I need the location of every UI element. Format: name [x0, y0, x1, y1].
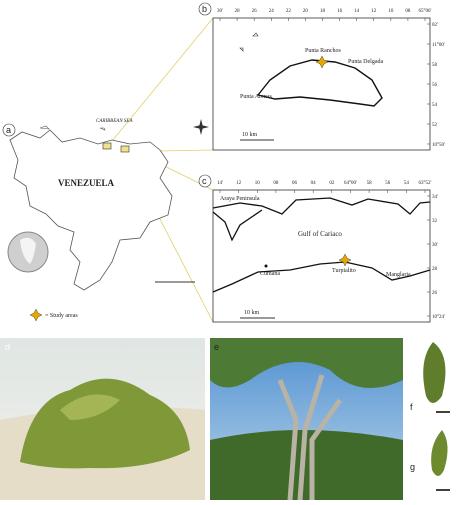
connector — [107, 17, 214, 147]
study-box — [120, 145, 130, 153]
place: Punta Delgada — [348, 59, 383, 65]
place: Araya Peninsula — [220, 196, 260, 202]
top-tick-label: 56 — [385, 181, 391, 186]
shrub-light — [60, 394, 120, 420]
map-c-frame — [212, 189, 431, 323]
place: Manglaria — [386, 272, 411, 278]
top-tick-label: 12 — [371, 9, 377, 14]
right-tick-label: 26 — [432, 291, 438, 296]
top-tick-label: 65°06' — [419, 9, 432, 14]
coast-north — [212, 197, 431, 215]
legend-star — [29, 308, 43, 322]
top-tick-label: 16 — [337, 9, 343, 14]
top-tick-label: 04 — [311, 181, 317, 186]
place: Cumaná — [260, 271, 280, 277]
top-tick-label: 20 — [303, 9, 309, 14]
panel-label: a — [6, 125, 11, 135]
right-tick-label: 58 — [432, 63, 438, 68]
right-tick-label: 11°00' — [432, 43, 445, 48]
right-tick-label: 28 — [432, 267, 438, 272]
island-b — [256, 59, 383, 107]
right-tick-label: 10°24' — [432, 315, 445, 320]
right-tick-label: 52 — [432, 123, 438, 128]
leaf-g — [431, 430, 448, 476]
legend-label: = Study areas — [45, 313, 78, 319]
trunks — [277, 374, 343, 501]
top-tick-label: 28 — [235, 9, 241, 14]
place: Punta Arenas — [240, 94, 272, 100]
top-tick-label: 10 — [255, 181, 261, 186]
panel-label: g — [410, 462, 415, 472]
top-tick-label: 08 — [405, 9, 411, 14]
label-circle — [2, 123, 16, 137]
panel-label: f — [410, 402, 413, 412]
top-tick-label: 18 — [320, 9, 326, 14]
top-tick-label: 12 — [236, 181, 242, 186]
top-tick-label: 26 — [252, 9, 258, 14]
top-tick-label: 63°52' — [419, 181, 432, 186]
star — [315, 55, 329, 69]
map-b-frame — [212, 17, 431, 151]
coast-south — [212, 261, 431, 293]
panel-label: e — [214, 342, 219, 352]
top-tick-label: 08 — [273, 181, 279, 186]
sea-label: CARIBBEAN SEA — [96, 119, 133, 124]
venezuela-outline — [9, 129, 173, 291]
top-tick-label: 64°00' — [344, 181, 357, 186]
country-label: VENEZUELA — [58, 178, 115, 188]
islets — [239, 32, 259, 52]
top-tick-label: 30' — [217, 9, 223, 14]
top-tick-label: 14 — [354, 9, 360, 14]
top-tick-label: 22 — [286, 9, 292, 14]
right-tick-label: 54 — [432, 103, 438, 108]
right-tick-label: 56 — [432, 83, 438, 88]
label-circle — [198, 2, 212, 16]
place: Gulf of Cariaco — [298, 230, 342, 238]
undergrowth — [210, 430, 403, 500]
place: Punta Ranchos — [305, 48, 341, 54]
study-box — [102, 142, 112, 150]
leaf-f — [423, 342, 446, 403]
city-dot — [264, 264, 268, 268]
right-tick-label: 02' — [432, 23, 438, 28]
label-circle — [198, 174, 212, 188]
panel-labels: a b c d e f g — [2, 2, 415, 472]
scale-label: 10 km — [244, 310, 260, 316]
panel-label: d — [5, 342, 10, 352]
top-tick-label: 54 — [404, 181, 410, 186]
globe-land — [20, 237, 36, 264]
right-tick-label: 10°50' — [432, 143, 445, 148]
top-tick-label: 10 — [388, 9, 394, 14]
shrub — [20, 378, 190, 469]
coast-peninsula — [212, 209, 263, 242]
islands — [39, 125, 106, 131]
top-tick-label: 02 — [329, 181, 335, 186]
top-tick-label: 58 — [367, 181, 373, 186]
right-tick-label: 34' — [432, 195, 438, 200]
top-tick-label: 14' — [217, 181, 223, 186]
top-tick-label: 06 — [292, 181, 298, 186]
top-tick-label: 24 — [269, 9, 275, 14]
compass — [193, 119, 209, 135]
star — [29, 308, 43, 322]
panel-label: b — [202, 4, 207, 14]
compass-rose — [193, 119, 209, 135]
star — [338, 253, 352, 267]
place: Turpialito — [332, 268, 356, 274]
canopy — [210, 338, 403, 388]
scale-label: 10 km — [242, 132, 258, 138]
right-tick-label: 32 — [432, 219, 438, 224]
right-tick-label: 30' — [432, 243, 438, 248]
panel-label: c — [202, 176, 207, 186]
